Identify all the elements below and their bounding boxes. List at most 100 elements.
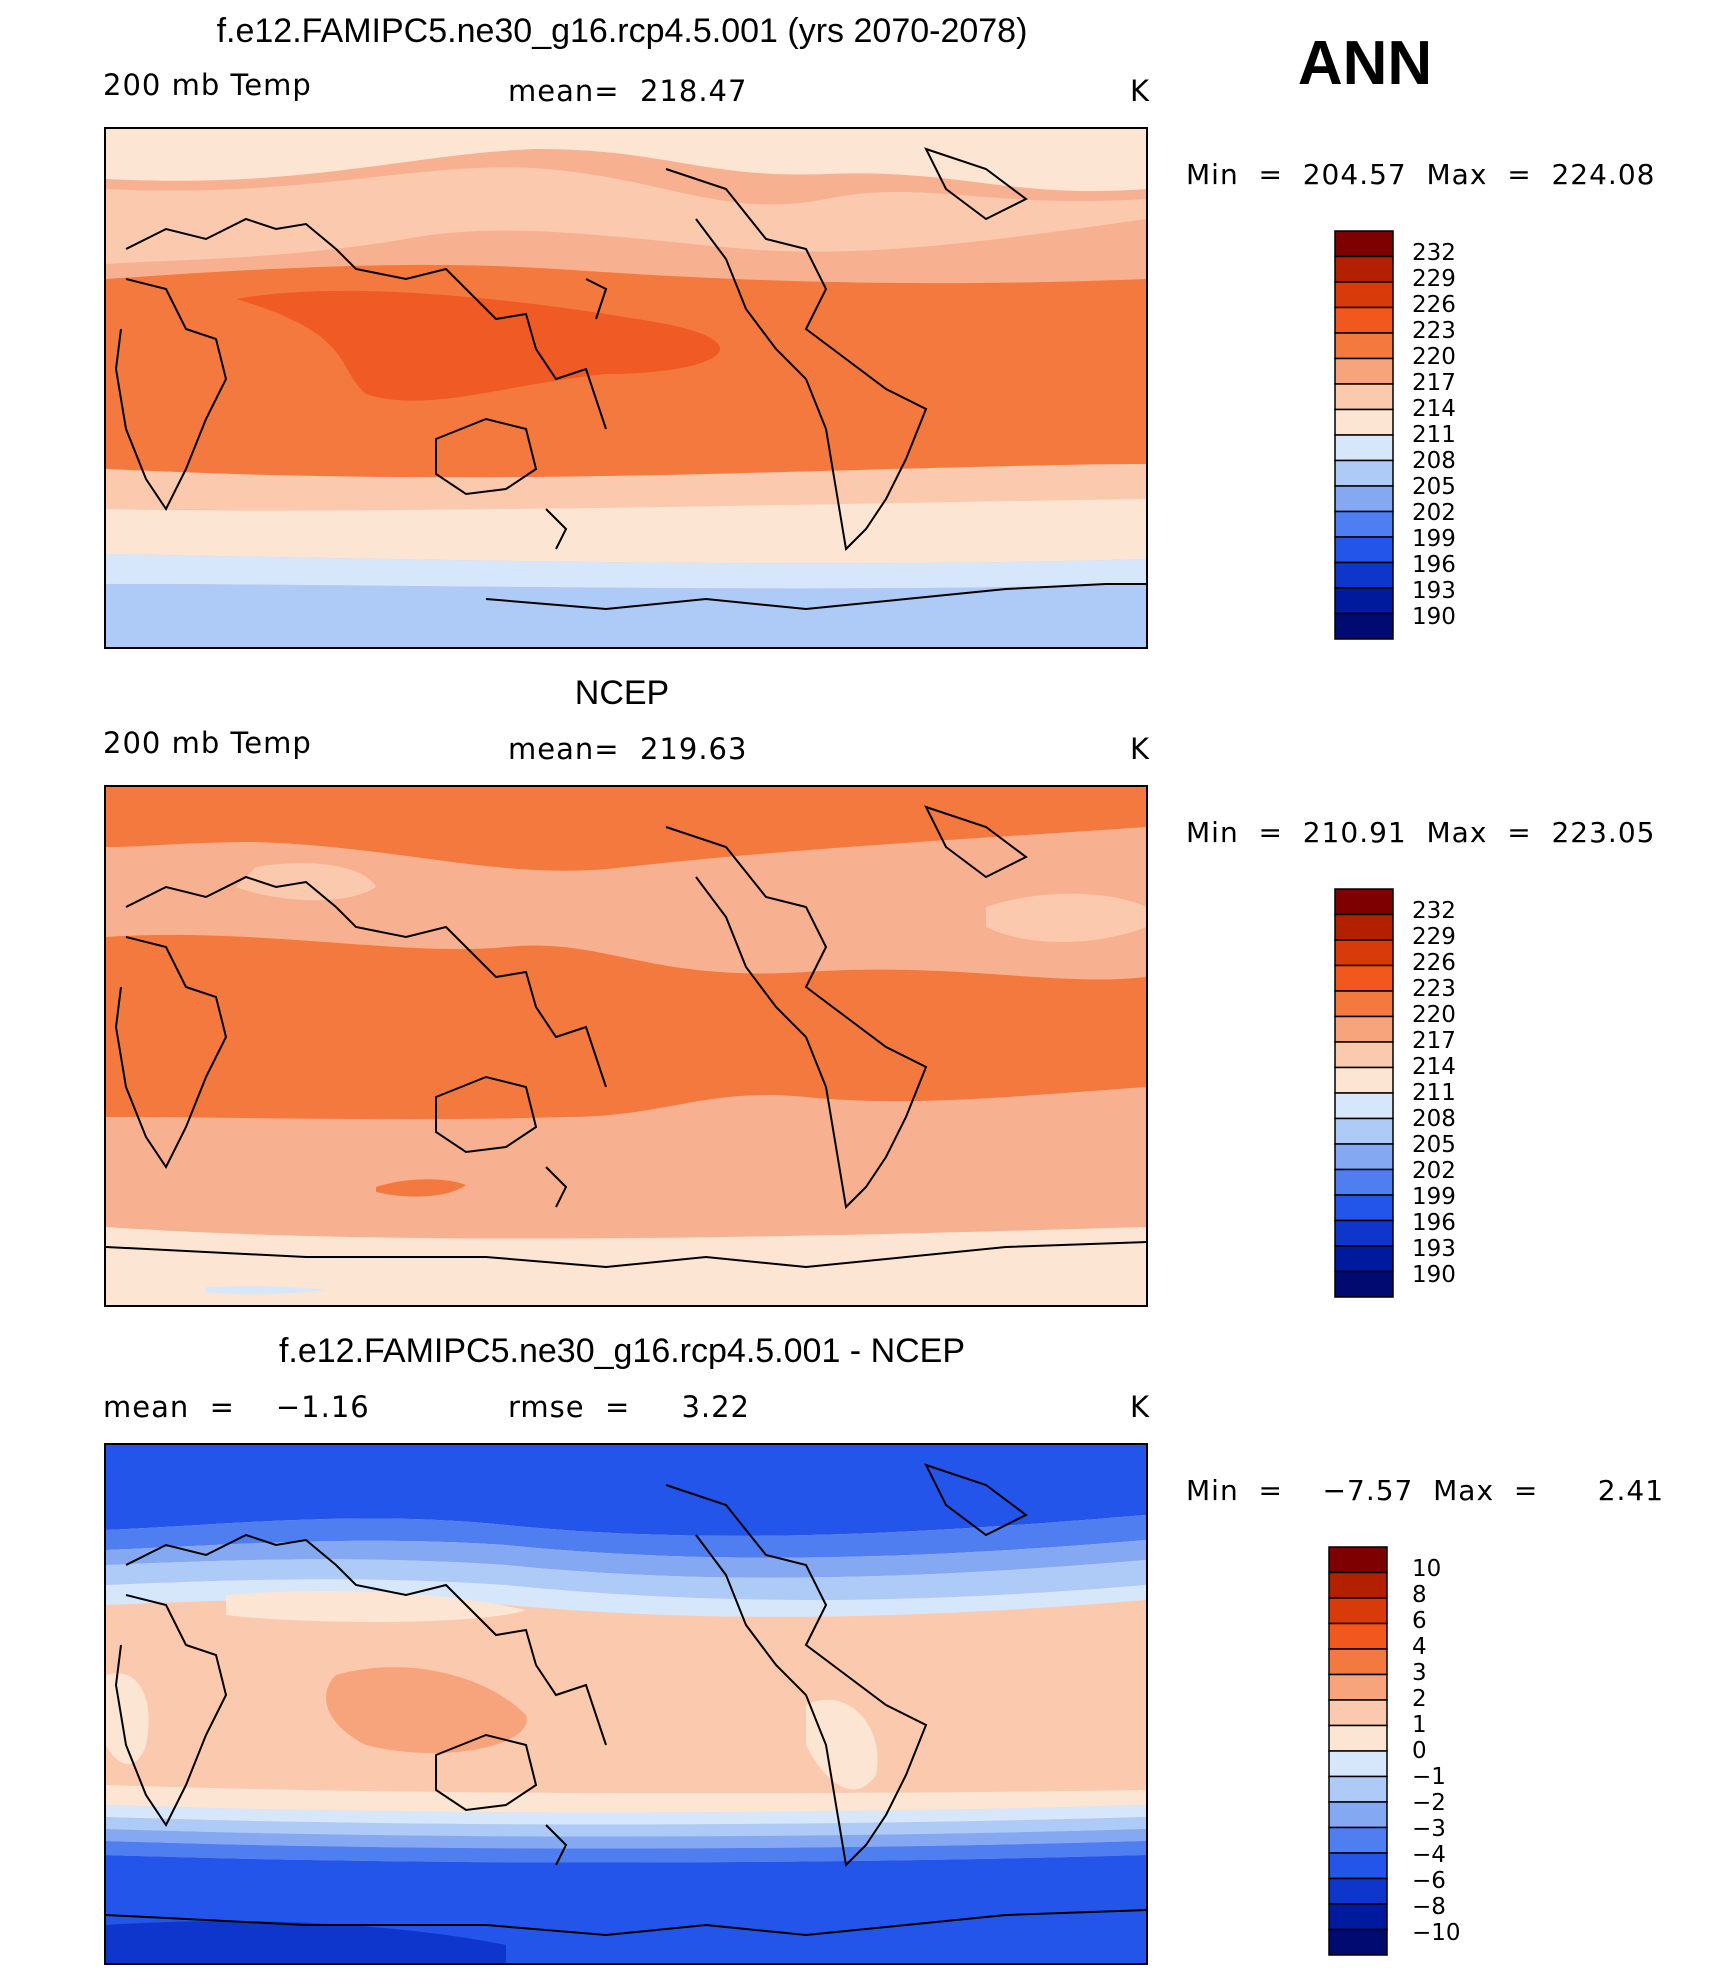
cb2-label-7: 211 <box>1412 1080 1456 1106</box>
colorbar-swatch <box>1334 1041 1394 1069</box>
cb1-label-12: 196 <box>1412 552 1456 578</box>
cb3-label-12: −6 <box>1412 1868 1446 1894</box>
cb1-label-14: 190 <box>1412 604 1456 630</box>
cb3-label-1: 8 <box>1412 1582 1427 1608</box>
panel1-colorbar: 232 229 226 223 220 217 214 211 208 205 … <box>1332 228 1456 646</box>
panel3-colorbar: 10 8 6 4 3 2 1 0 −1 −2 −3 −4 −6 −8 −10 <box>1326 1544 1461 1962</box>
colorbar-swatch <box>1334 281 1394 309</box>
cb2-label-8: 208 <box>1412 1106 1456 1132</box>
colorbar-swatch <box>1334 357 1394 385</box>
colorbar-swatch <box>1334 434 1394 462</box>
cb3-label-5: 2 <box>1412 1686 1427 1712</box>
cb3-label-4: 3 <box>1412 1660 1427 1686</box>
panel2-map <box>104 785 1148 1307</box>
cb1-label-6: 214 <box>1412 396 1456 422</box>
colorbar-swatch <box>1334 939 1394 967</box>
colorbar-swatch <box>1334 408 1394 436</box>
colorbar-swatch <box>1328 1877 1388 1905</box>
panel2-mean: mean= 219.63 <box>508 732 748 766</box>
panel1-colorbar-swatches <box>1334 230 1394 640</box>
panel2-minmax: Min = 210.91 Max = 223.05 <box>1186 816 1656 849</box>
colorbar-swatch <box>1334 383 1394 411</box>
colorbar-swatch <box>1334 510 1394 538</box>
cb2-label-5: 217 <box>1412 1028 1456 1054</box>
colorbar-swatch <box>1334 485 1394 513</box>
colorbar-swatch <box>1334 1270 1394 1298</box>
colorbar-swatch <box>1334 1066 1394 1094</box>
panel1-map <box>104 127 1148 649</box>
panel1-mean: mean= 218.47 <box>508 74 748 108</box>
colorbar-swatch <box>1328 1852 1388 1880</box>
cb3-label-11: −4 <box>1412 1842 1446 1868</box>
cb3-label-2: 6 <box>1412 1608 1427 1634</box>
season-label: ANN <box>1297 29 1433 98</box>
cb1-label-0: 232 <box>1412 240 1456 266</box>
colorbar-swatch <box>1328 1622 1388 1650</box>
colorbar-swatch <box>1328 1724 1388 1752</box>
colorbar-swatch <box>1334 1245 1394 1273</box>
cb2-label-6: 214 <box>1412 1054 1456 1080</box>
cb1-label-2: 226 <box>1412 292 1456 318</box>
cb1-label-13: 193 <box>1412 578 1456 604</box>
coastlines <box>114 147 1146 611</box>
colorbar-swatch <box>1334 612 1394 640</box>
cb3-label-9: −2 <box>1412 1790 1446 1816</box>
coastlines <box>106 805 1146 1269</box>
panel3-mean: mean = −1.16 <box>103 1390 370 1424</box>
cb2-label-4: 220 <box>1412 1002 1456 1028</box>
colorbar-swatch <box>1334 990 1394 1018</box>
colorbar-swatch <box>1328 1546 1388 1574</box>
colorbar-swatch <box>1328 1801 1388 1829</box>
panel3-minmax: Min = −7.57 Max = 2.41 <box>1186 1474 1665 1507</box>
colorbar-swatch <box>1334 1219 1394 1247</box>
cb1-label-9: 205 <box>1412 474 1456 500</box>
colorbar-swatch <box>1334 255 1394 283</box>
panel1-title: f.e12.FAMIPC5.ne30_g16.rcp4.5.001 (yrs 2… <box>216 12 1028 50</box>
cb3-label-8: −1 <box>1412 1764 1446 1790</box>
colorbar-swatch <box>1328 1750 1388 1778</box>
panel1-units: K <box>1130 74 1151 108</box>
colorbar-swatch <box>1328 1648 1388 1676</box>
colorbar-swatch <box>1334 964 1394 992</box>
colorbar-swatch <box>1334 306 1394 334</box>
panel2-colorbar-swatches <box>1334 888 1394 1298</box>
cb1-label-1: 229 <box>1412 266 1456 292</box>
colorbar-swatch <box>1334 230 1394 258</box>
cb2-label-13: 193 <box>1412 1236 1456 1262</box>
panel3-units: K <box>1130 1390 1151 1424</box>
colorbar-swatch <box>1328 1826 1388 1854</box>
colorbar-swatch <box>1334 332 1394 360</box>
cb2-label-9: 205 <box>1412 1132 1456 1158</box>
panel1-minmax: Min = 204.57 Max = 224.08 <box>1186 158 1656 191</box>
cb3-label-7: 0 <box>1412 1738 1427 1764</box>
cb1-label-8: 208 <box>1412 448 1456 474</box>
panel1-variable: 200 mb Temp <box>103 68 312 102</box>
colorbar-swatch <box>1334 1194 1394 1222</box>
cb3-label-6: 1 <box>1412 1712 1427 1738</box>
cb2-label-2: 226 <box>1412 950 1456 976</box>
cb2-label-0: 232 <box>1412 898 1456 924</box>
colorbar-swatch <box>1328 1903 1388 1931</box>
cb1-label-10: 202 <box>1412 500 1456 526</box>
cb2-label-1: 229 <box>1412 924 1456 950</box>
cb2-label-10: 202 <box>1412 1158 1456 1184</box>
colorbar-swatch <box>1328 1775 1388 1803</box>
colorbar-swatch <box>1334 459 1394 487</box>
colorbar-swatch <box>1328 1699 1388 1727</box>
colorbar-swatch <box>1334 561 1394 589</box>
colorbar-swatch <box>1334 536 1394 564</box>
colorbar-swatch <box>1334 888 1394 916</box>
colorbar-swatch <box>1334 1143 1394 1171</box>
colorbar-swatch <box>1328 1928 1388 1956</box>
colorbar-swatch <box>1334 913 1394 941</box>
cb2-label-11: 199 <box>1412 1184 1456 1210</box>
coastlines <box>106 1463 1146 1937</box>
panel2-title: NCEP <box>574 674 670 712</box>
colorbar-swatch <box>1334 1168 1394 1196</box>
cb1-label-7: 211 <box>1412 422 1456 448</box>
colorbar-swatch <box>1334 1015 1394 1043</box>
colorbar-swatch <box>1334 587 1394 615</box>
panel2-variable: 200 mb Temp <box>103 726 312 760</box>
colorbar-swatch <box>1334 1092 1394 1120</box>
cb3-label-3: 4 <box>1412 1634 1427 1660</box>
